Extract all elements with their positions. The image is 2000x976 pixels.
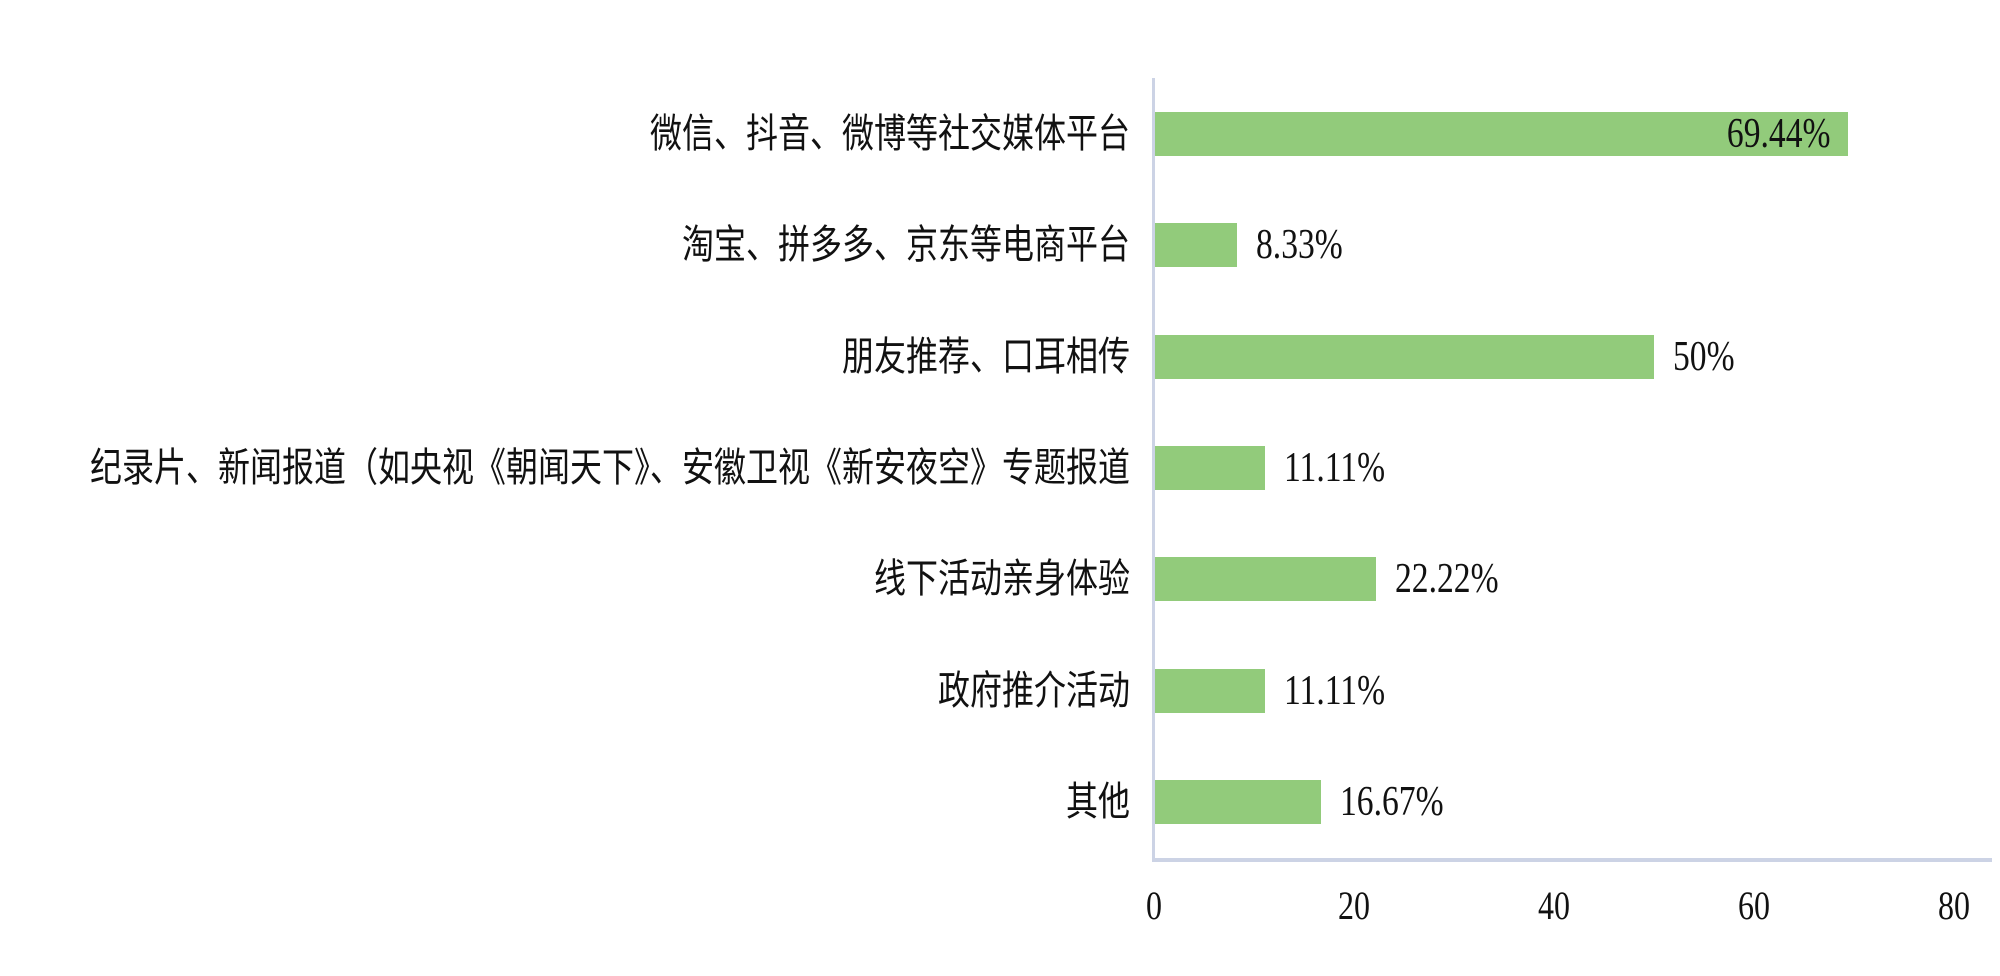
bar	[1154, 223, 1238, 268]
category-label: 政府推介活动	[938, 667, 1130, 713]
value-label: 11.11%	[1284, 445, 1386, 491]
y-axis-line	[1152, 78, 1155, 862]
category-label: 朋友推荐、口耳相传	[842, 333, 1130, 379]
bar	[1154, 446, 1266, 490]
bar	[1154, 334, 1654, 379]
value-label: 22.22%	[1395, 556, 1499, 603]
category-label: 淘宝、拼多多、京东等电商平台	[682, 222, 1130, 268]
bar	[1154, 780, 1321, 825]
category-label: 纪录片、新闻报道（如央视《朝闻天下》、安徽卫视《新安夜空》专题报道	[90, 445, 1130, 490]
x-tick-label: 80	[1938, 883, 1970, 928]
x-tick-label: 0	[1146, 883, 1162, 928]
x-tick-label: 20	[1338, 883, 1370, 928]
category-label: 其他	[1066, 779, 1130, 825]
value-label: 11.11%	[1284, 667, 1386, 714]
value-label: 8.33%	[1256, 222, 1344, 269]
value-label: 16.67%	[1339, 779, 1444, 826]
bar	[1154, 557, 1377, 602]
bar	[1154, 668, 1266, 713]
x-tick-label: 60	[1738, 883, 1770, 928]
x-tick-label: 40	[1538, 883, 1570, 928]
category-label: 微信、抖音、微博等社交媒体平台	[650, 110, 1130, 156]
category-label: 线下活动亲身体验	[874, 556, 1130, 602]
bar	[1154, 111, 1849, 156]
value-label: 50%	[1673, 333, 1735, 380]
x-axis-line	[1152, 858, 1992, 862]
value-label: 69.44%	[1726, 110, 1831, 157]
